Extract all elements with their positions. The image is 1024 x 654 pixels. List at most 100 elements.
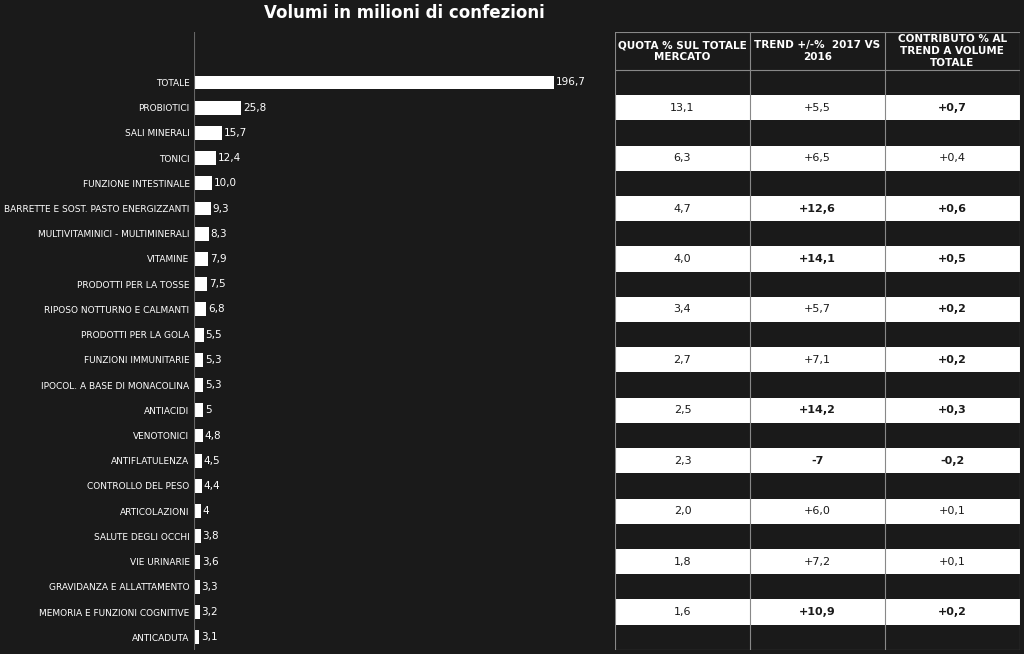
Bar [194, 227, 209, 241]
Bar [194, 101, 241, 114]
Text: 6,3: 6,3 [674, 153, 691, 163]
Text: 25,8: 25,8 [243, 103, 266, 112]
Text: +14,1: +14,1 [799, 254, 836, 264]
Text: TREND +/-%  2017 VS
2016: TREND +/-% 2017 VS 2016 [755, 40, 881, 61]
Text: 7,9: 7,9 [210, 254, 226, 264]
Bar [194, 580, 200, 594]
Bar [615, 625, 1020, 650]
Bar [194, 504, 201, 518]
Text: 1,8: 1,8 [674, 557, 691, 566]
Text: 15,7: 15,7 [224, 128, 248, 138]
Title: Volumi in milioni di confezioni: Volumi in milioni di confezioni [264, 4, 545, 22]
Text: 4,0: 4,0 [674, 254, 691, 264]
Text: 7,5: 7,5 [209, 279, 226, 289]
Bar [194, 530, 201, 543]
Text: 4,8: 4,8 [205, 430, 221, 441]
Bar [615, 95, 1020, 120]
Text: 12,4: 12,4 [218, 153, 242, 163]
Bar [615, 549, 1020, 574]
Bar [615, 70, 1020, 95]
Text: 1,6: 1,6 [674, 607, 691, 617]
Text: +6,0: +6,0 [804, 506, 830, 516]
Text: +6,5: +6,5 [804, 153, 830, 163]
Bar [615, 347, 1020, 373]
Bar [615, 448, 1020, 473]
Text: 9,3: 9,3 [213, 203, 229, 214]
Text: 3,2: 3,2 [202, 607, 218, 617]
Bar [194, 328, 204, 341]
Text: 5: 5 [205, 405, 211, 415]
Bar [615, 171, 1020, 196]
Bar [615, 221, 1020, 247]
Bar [615, 498, 1020, 524]
Text: 2,7: 2,7 [674, 355, 691, 365]
Text: 13,1: 13,1 [671, 103, 694, 112]
Bar [615, 146, 1020, 171]
Bar [194, 479, 202, 493]
Bar [194, 428, 203, 443]
Text: CONTRIBUTO % AL
TREND A VOLUME
TOTALE: CONTRIBUTO % AL TREND A VOLUME TOTALE [898, 35, 1007, 67]
Bar [194, 605, 200, 619]
Text: 5,3: 5,3 [205, 380, 222, 390]
Bar [615, 423, 1020, 448]
Text: 4: 4 [203, 506, 210, 516]
Text: +0,2: +0,2 [938, 355, 967, 365]
Text: 8,3: 8,3 [211, 229, 227, 239]
Text: 3,4: 3,4 [674, 304, 691, 315]
Bar [615, 524, 1020, 549]
Text: 2,5: 2,5 [674, 405, 691, 415]
Bar [194, 404, 203, 417]
Bar [615, 373, 1020, 398]
Bar [194, 252, 208, 266]
Text: +0,3: +0,3 [938, 405, 967, 415]
Text: 4,5: 4,5 [204, 456, 220, 466]
Bar [194, 126, 222, 140]
Text: QUOTA % SUL TOTALE
MERCATO: QUOTA % SUL TOTALE MERCATO [618, 40, 746, 61]
Bar [194, 454, 202, 468]
Text: 10,0: 10,0 [214, 179, 237, 188]
Bar [615, 473, 1020, 498]
Text: 196,7: 196,7 [556, 77, 586, 88]
Bar [615, 247, 1020, 271]
Text: 3,6: 3,6 [202, 557, 219, 566]
Text: 6,8: 6,8 [208, 304, 224, 315]
Bar [194, 277, 208, 291]
Text: +5,5: +5,5 [804, 103, 830, 112]
Bar [194, 76, 554, 90]
Text: 2,3: 2,3 [674, 456, 691, 466]
Text: +0,2: +0,2 [938, 607, 967, 617]
Text: -0,2: -0,2 [940, 456, 965, 466]
Bar [194, 630, 200, 644]
Bar [615, 120, 1020, 146]
Text: +5,7: +5,7 [804, 304, 830, 315]
Text: 3,1: 3,1 [202, 632, 218, 642]
Bar [615, 271, 1020, 297]
Bar [615, 600, 1020, 625]
Text: +7,1: +7,1 [804, 355, 830, 365]
Text: +14,2: +14,2 [799, 405, 836, 415]
Bar [194, 353, 204, 367]
Text: 4,4: 4,4 [204, 481, 220, 491]
Text: 3,3: 3,3 [202, 582, 218, 592]
Text: +0,6: +0,6 [938, 203, 967, 214]
Bar [194, 303, 206, 317]
Text: 2,0: 2,0 [674, 506, 691, 516]
Text: -7: -7 [811, 456, 823, 466]
Bar [615, 322, 1020, 347]
Bar [615, 574, 1020, 600]
Text: +12,6: +12,6 [799, 203, 836, 214]
Bar [615, 196, 1020, 221]
Text: 5,3: 5,3 [205, 355, 222, 365]
Text: +7,2: +7,2 [804, 557, 831, 566]
Text: +0,1: +0,1 [939, 557, 966, 566]
Bar [615, 32, 1020, 70]
Bar [194, 555, 201, 568]
Text: 3,8: 3,8 [203, 531, 219, 542]
Bar [194, 151, 216, 165]
Text: +0,5: +0,5 [938, 254, 967, 264]
Text: +10,9: +10,9 [799, 607, 836, 617]
Text: +0,7: +0,7 [938, 103, 967, 112]
Text: +0,1: +0,1 [939, 506, 966, 516]
Text: 4,7: 4,7 [674, 203, 691, 214]
Bar [615, 398, 1020, 423]
